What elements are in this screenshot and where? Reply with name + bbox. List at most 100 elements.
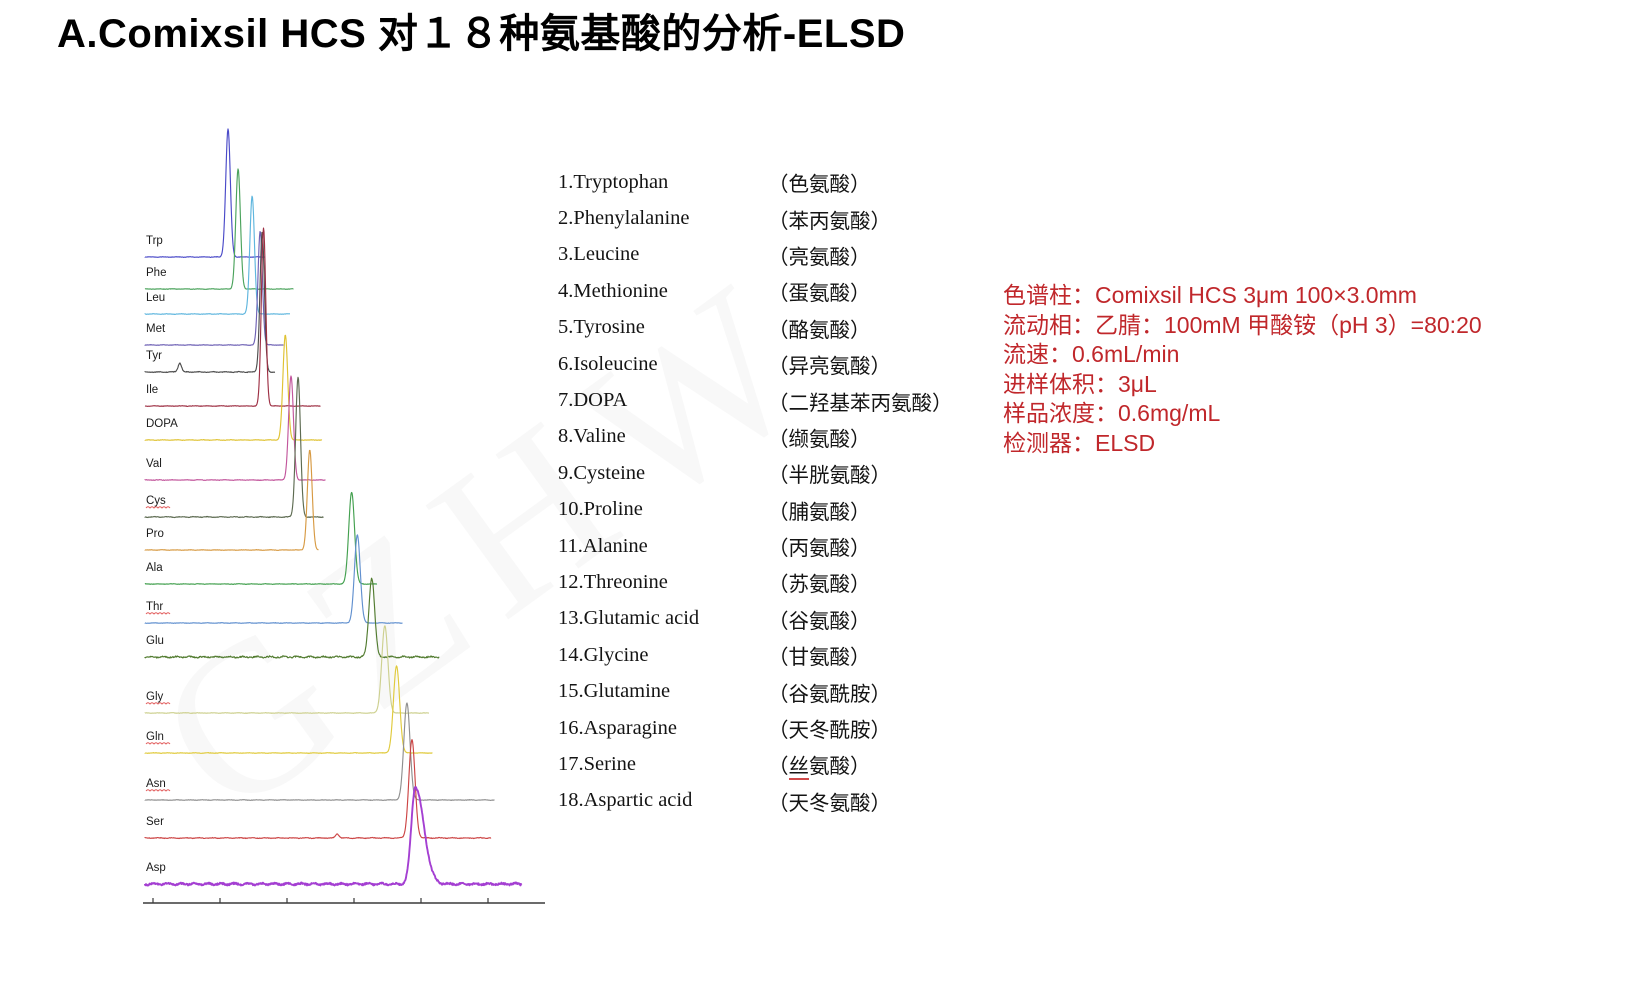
trace-Glu	[144, 577, 440, 659]
chromatogram-plot: 0 2 4 6 8 10 min Trp Phe Leu Met Tyr Ile DOPA Val Cys Pr…	[143, 128, 570, 910]
x-axis-unit-label: min	[558, 909, 570, 910]
amino-name-en: 4.Methionine	[558, 279, 668, 302]
trace-Trp	[144, 128, 266, 258]
trace-DOPA	[144, 334, 323, 441]
amino-name-en: 2.Phenylalanine	[558, 207, 690, 230]
amino-list-item: 16.Asparagine （天冬酰胺）	[558, 710, 953, 746]
amino-list-item: 17.Serine （丝氨酸）	[558, 746, 953, 782]
trace-label-Ala: Ala	[146, 562, 163, 574]
amino-name-en: 3.Leucine	[558, 243, 640, 266]
trace-Phe	[144, 168, 294, 290]
spellcheck-squiggle	[145, 702, 171, 705]
amino-name-cn: （苯丙氨酸）	[768, 210, 891, 233]
amino-list-item: 9.Cysteine （半胱氨酸）	[558, 455, 953, 491]
trace-label-Leu: Leu	[146, 292, 165, 304]
page-title: A.Comixsil HCS 对１８种氨基酸的分析-ELSD	[57, 12, 906, 56]
trace-Gln	[144, 665, 433, 754]
amino-list-item: 4.Methionine （蛋氨酸）	[558, 273, 953, 309]
amino-name-en: 10.Proline	[558, 498, 643, 521]
amino-list-item: 8.Valine （缬氨酸）	[558, 419, 953, 455]
amino-list-item: 5.Tyrosine （酪氨酸）	[558, 310, 953, 346]
trace-Gly	[144, 625, 430, 714]
amino-name-cn: （天冬酰胺）	[768, 720, 891, 743]
amino-name-cn: （天冬氨酸）	[768, 792, 891, 815]
spellcheck-squiggle	[145, 506, 171, 509]
x-axis-tick-label: 0	[150, 909, 156, 910]
condition-line: 流速：0.6mL/min	[1003, 341, 1180, 368]
amino-name-cn: （丙氨酸）	[768, 538, 871, 561]
condition-line: 色谱柱：Comixsil HCS 3μm 100×3.0mm	[1003, 282, 1417, 308]
amino-name-en: 12.Threonine	[558, 570, 668, 593]
amino-list-item: 1.Tryptophan （色氨酸）	[558, 164, 953, 200]
amino-name-cn: （谷氨酸）	[768, 610, 871, 633]
spellcheck-squiggle	[145, 612, 171, 615]
trace-label-Thr: Thr	[146, 601, 163, 613]
trace-Pro	[144, 449, 319, 551]
x-axis-tick-label: 6	[351, 909, 357, 910]
trace-label-Phe: Phe	[146, 267, 166, 279]
trace-Ala	[144, 491, 378, 585]
trace-label-Ser: Ser	[146, 816, 164, 828]
trace-Thr	[144, 534, 403, 624]
x-axis-tick-label: 4	[284, 909, 290, 910]
amino-name-en: 11.Alanine	[558, 534, 648, 557]
amino-name-en: 1.Tryptophan	[558, 170, 669, 193]
trace-label-Cys: Cys	[146, 495, 166, 507]
amino-list-item: 13.Glutamic acid （谷氨酸）	[558, 601, 953, 637]
amino-name-en: 6.Isoleucine	[558, 352, 658, 375]
chromatogram-panel: 0 2 4 6 8 10 min Trp Phe Leu Met Tyr Ile DOPA Val Cys Pr…	[140, 110, 570, 910]
amino-name-cn: （脯氨酸）	[768, 501, 871, 524]
amino-list-item: 14.Glycine （甘氨酸）	[558, 637, 953, 673]
amino-name-cn: （色氨酸）	[768, 174, 871, 197]
condition-line: 进样体积：3μL	[1003, 370, 1157, 397]
amino-name-cn: （异亮氨酸）	[768, 356, 891, 379]
trace-label-DOPA: DOPA	[146, 418, 178, 430]
amino-list-item: 15.Glutamine （谷氨酰胺）	[558, 673, 953, 709]
trace-Asn	[144, 702, 495, 801]
amino-list-item: 2.Phenylalanine （苯丙氨酸）	[558, 200, 953, 236]
x-axis-tick-label: 8	[418, 909, 424, 910]
amino-list-item: 6.Isoleucine （异亮氨酸）	[558, 346, 953, 382]
amino-name-cn: （酪氨酸）	[768, 319, 871, 342]
amino-name-en: 8.Valine	[558, 425, 626, 448]
amino-acid-list: 1.Tryptophan （色氨酸） 2.Phenylalanine （苯丙氨酸） 3.…	[558, 164, 953, 819]
trace-label-Gln: Gln	[146, 731, 164, 743]
amino-name-cn: （蛋氨酸）	[768, 283, 871, 306]
trace-label-Trp: Trp	[146, 235, 163, 247]
x-axis-tick-label: 10	[482, 909, 494, 910]
trace-Cys	[144, 376, 324, 519]
amino-name-cn: （半胱氨酸）	[768, 465, 891, 488]
amino-name-en: 17.Serine	[558, 752, 636, 775]
condition-line: 流动相：乙腈：100mM 甲酸铵（pH 3）=80:20	[1003, 311, 1482, 338]
amino-name-en: 14.Glycine	[558, 643, 649, 666]
amino-name-cn: （缬氨酸）	[768, 428, 871, 451]
trace-Tyr	[144, 231, 276, 374]
slide-root: { "title": { "text": "A.Comixsil HCS 对１８…	[57, 12, 1482, 910]
trace-Asp	[144, 786, 523, 887]
amino-name-cn: （丝氨酸）	[768, 756, 871, 781]
trace-Ser	[144, 739, 492, 840]
amino-name-cn: （亮氨酸）	[768, 246, 871, 269]
amino-list-item: 12.Threonine （苏氨酸）	[558, 564, 953, 600]
condition-line: 检测器：ELSD	[1003, 429, 1156, 456]
spellcheck-squiggle	[145, 789, 171, 792]
x-axis-tick-label: 2	[217, 909, 223, 910]
trace-label-Tyr: Tyr	[146, 350, 162, 362]
amino-name-en: 13.Glutamic acid	[558, 607, 700, 630]
amino-name-cn: （二羟基苯丙氨酸）	[768, 392, 953, 415]
amino-name-en: 7.DOPA	[558, 389, 628, 412]
trace-label-Gly: Gly	[146, 691, 164, 703]
amino-name-en: 16.Asparagine	[558, 716, 677, 739]
trace-Leu	[144, 195, 291, 315]
amino-name-en: 15.Glutamine	[558, 680, 671, 703]
amino-list-item: 3.Leucine （亮氨酸）	[558, 237, 953, 273]
amino-name-cn: （苏氨酸）	[768, 574, 871, 597]
condition-line: 样品浓度：0.6mg/mL	[1003, 400, 1221, 427]
trace-label-Ile: Ile	[146, 384, 158, 396]
trace-label-Asn: Asn	[146, 778, 166, 790]
amino-name-cn: （谷氨酰胺）	[768, 683, 891, 706]
trace-label-Met: Met	[146, 323, 166, 335]
trace-label-Glu: Glu	[146, 635, 164, 647]
spellcheck-squiggle	[145, 742, 171, 745]
trace-label-Val: Val	[146, 458, 162, 470]
